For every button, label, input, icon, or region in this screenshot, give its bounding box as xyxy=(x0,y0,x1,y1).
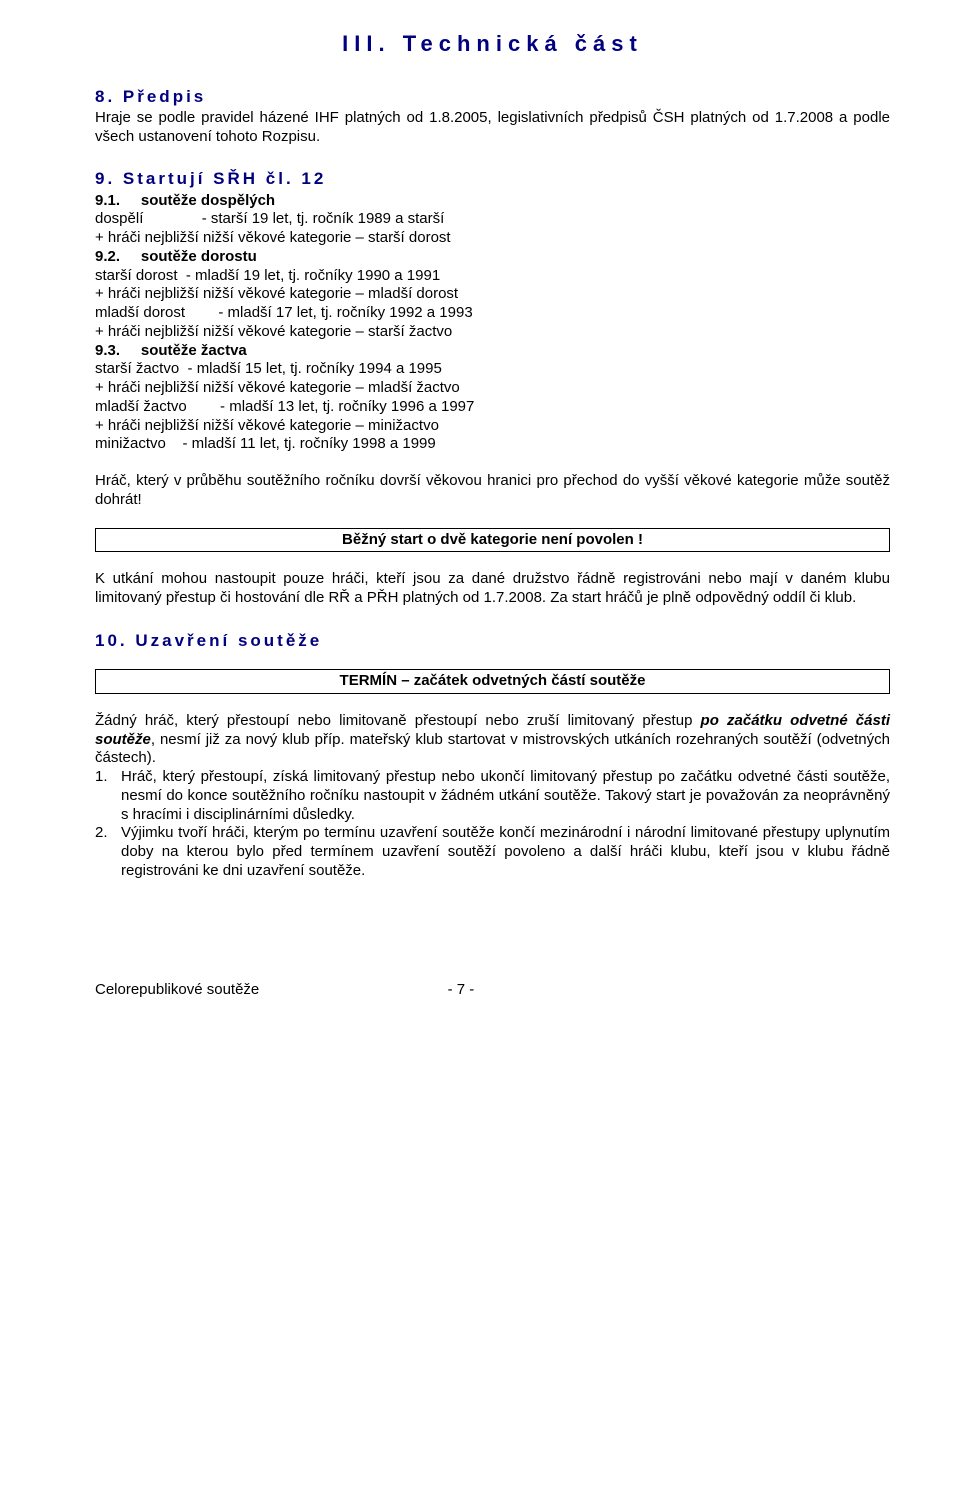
ordered-list: 1. Hráč, který přestoupí, získá limitova… xyxy=(95,768,890,881)
group-9-3: 9.3. soutěže žactva xyxy=(95,342,890,361)
footer-page-number: - 7 - xyxy=(448,981,475,998)
group-num: 9.2. xyxy=(95,248,120,265)
list-item-num: 2. xyxy=(95,824,108,843)
group-label: soutěže dorostu xyxy=(141,248,257,265)
list-item-num: 1. xyxy=(95,768,108,787)
group-label: soutěže dospělých xyxy=(141,192,275,209)
category-line: + hráči nejbližší nižší věkové kategorie… xyxy=(95,285,890,304)
category-line: + hráči nejbližší nižší věkové kategorie… xyxy=(95,417,890,436)
text-run: , nesmí již za nový klub příp. mateřský … xyxy=(95,731,890,767)
category-line: minižactvo - mladší 11 let, tj. ročníky … xyxy=(95,435,890,454)
section-9-paragraph-2: K utkání mohou nastoupit pouze hráči, kt… xyxy=(95,570,890,608)
text-run: Žádný hráč, který přestoupí nebo limitov… xyxy=(95,712,692,729)
footer-left: Celorepublikové soutěže xyxy=(95,981,259,998)
section-10-paragraph: Žádný hráč, který přestoupí nebo limitov… xyxy=(95,712,890,768)
group-num: 9.3. xyxy=(95,342,120,359)
group-num: 9.1. xyxy=(95,192,120,209)
section-8-paragraph: Hraje se podle pravidel házené IHF platn… xyxy=(95,109,890,147)
section-9-paragraph: Hráč, který v průběhu soutěžního ročníku… xyxy=(95,472,890,510)
page-footer: Celorepublikové soutěže - 7 - xyxy=(95,981,890,1000)
list-item-text: Hráč, který přestoupí, získá limitovaný … xyxy=(121,768,890,823)
section-9-head: 9. Startují SŘH čl. 12 xyxy=(95,168,890,189)
list-item: 1. Hráč, který přestoupí, získá limitova… xyxy=(121,768,890,824)
highlight-box: Běžný start o dvě kategorie není povolen… xyxy=(95,528,890,553)
highlight-box: TERMÍN – začátek odvetných částí soutěže xyxy=(95,669,890,694)
category-line: + hráči nejbližší nižší věkové kategorie… xyxy=(95,323,890,342)
category-line: starší žactvo - mladší 15 let, tj. roční… xyxy=(95,360,890,379)
category-line: dospělí - starší 19 let, tj. ročník 1989… xyxy=(95,210,890,229)
category-line: starší dorost - mladší 19 let, tj. roční… xyxy=(95,267,890,286)
category-line: mladší žactvo - mladší 13 let, tj. roční… xyxy=(95,398,890,417)
category-line: mladší dorost - mladší 17 let, tj. roční… xyxy=(95,304,890,323)
category-line: + hráči nejbližší nižší věkové kategorie… xyxy=(95,229,890,248)
list-item: 2. Výjimku tvoří hráči, kterým po termín… xyxy=(121,824,890,880)
group-9-1: 9.1. soutěže dospělých xyxy=(95,192,890,211)
group-label: soutěže žactva xyxy=(141,342,247,359)
category-line: + hráči nejbližší nižší věkové kategorie… xyxy=(95,379,890,398)
page-title: III. Technická část xyxy=(95,30,890,58)
list-item-text: Výjimku tvoří hráči, kterým po termínu u… xyxy=(121,824,890,879)
section-8-head: 8. Předpis xyxy=(95,86,890,107)
section-10-head: 10. Uzavření soutěže xyxy=(95,630,890,651)
group-9-2: 9.2. soutěže dorostu xyxy=(95,248,890,267)
